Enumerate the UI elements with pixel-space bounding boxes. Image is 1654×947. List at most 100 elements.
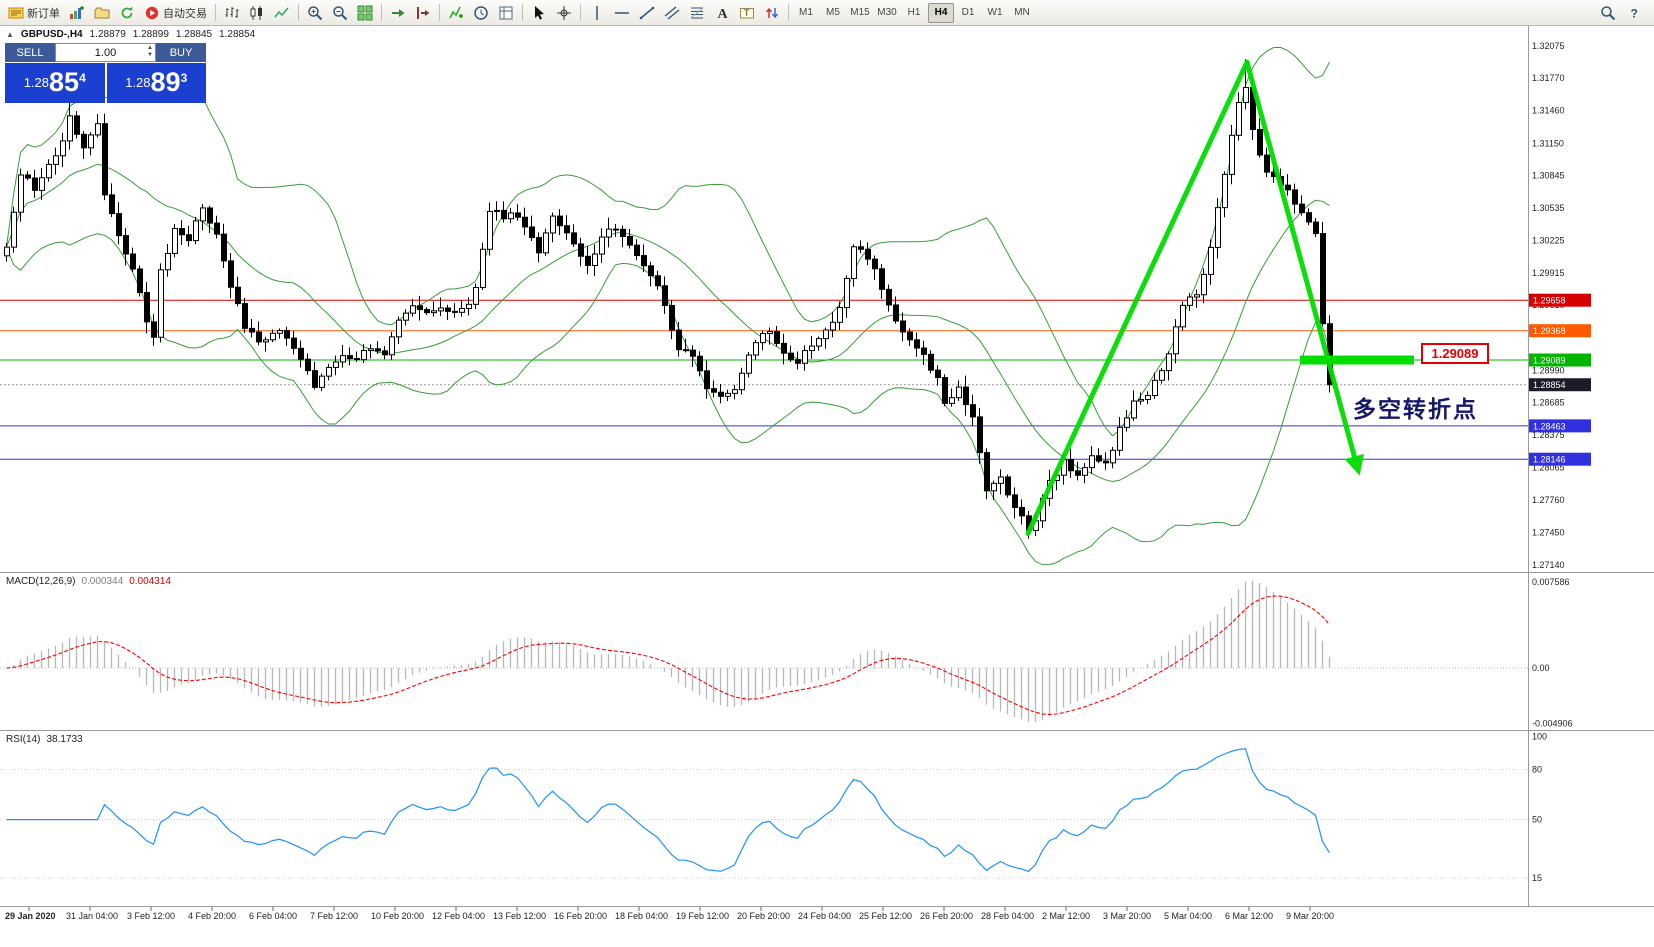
svg-text:1.28854: 1.28854 <box>1533 380 1566 390</box>
zoom-out-icon <box>332 5 348 21</box>
toolbar-separator <box>580 4 581 21</box>
sell-price-button[interactable]: 1.28 85 4 <box>5 63 105 103</box>
fibonacci-retracement-button[interactable] <box>685 2 709 24</box>
svg-text:1.29368: 1.29368 <box>1533 326 1566 336</box>
timeframe-h4-button[interactable]: H4 <box>928 2 954 23</box>
timeframe-mn-button[interactable]: MN <box>1014 7 1030 18</box>
svg-text:1.28375: 1.28375 <box>1532 430 1565 440</box>
trendline-button[interactable] <box>635 2 659 24</box>
horizontal-line-button[interactable] <box>610 2 634 24</box>
macd-value: 0.000344 <box>81 576 124 587</box>
arrows-icon <box>764 5 780 21</box>
price-badge <box>1529 293 1591 307</box>
svg-text:T: T <box>744 8 750 18</box>
zoom-in-button[interactable] <box>303 2 327 24</box>
horizontal-level-lines[interactable] <box>0 299 1528 460</box>
collapse-trade-panel-arrow[interactable]: ▲ <box>6 30 14 39</box>
profiles-button[interactable] <box>90 2 114 24</box>
periods-button[interactable] <box>469 2 493 24</box>
svg-text:12 Feb 04:00: 12 Feb 04:00 <box>432 911 485 921</box>
svg-text:4 Feb 20:00: 4 Feb 20:00 <box>188 911 236 921</box>
search-icon <box>1600 5 1616 21</box>
buy-price-main: 89 <box>150 67 181 97</box>
tile-windows-button[interactable] <box>353 2 377 24</box>
timeframe-h1-button[interactable]: H1 <box>907 7 921 18</box>
volume-input[interactable]: 1.00 ▲ ▼ <box>55 43 156 62</box>
panel-separators[interactable] <box>0 26 1654 907</box>
one-click-trading-panel: SELL 1.00 ▲ ▼ BUY 1.28 85 4 1.28 89 3 <box>5 43 206 103</box>
chart-shift-button[interactable] <box>411 2 435 24</box>
text-label-button[interactable]: T <box>735 2 759 24</box>
chart-canvas[interactable]: 1.32075 1.31770 1.31460 1.31150 1.30845 1.305… <box>0 26 1654 947</box>
trend-arrows[interactable] <box>1025 59 1414 536</box>
buy-button[interactable]: BUY <box>156 43 206 62</box>
chart-ohlc-header: ▲ GBPUSD-,H4 1.28879 1.28899 1.28845 1.2… <box>6 29 255 40</box>
svg-text:1.27140: 1.27140 <box>1532 560 1565 570</box>
refresh-button[interactable] <box>115 2 139 24</box>
svg-text:1.31460: 1.31460 <box>1532 106 1565 116</box>
sell-button[interactable]: SELL <box>5 43 55 62</box>
cursor-button[interactable] <box>527 2 551 24</box>
vertical-line-button[interactable] <box>585 2 609 24</box>
time-axis[interactable]: 29 Jan 2020 31 Jan 04:00 3 Feb 12:00 4 Feb … <box>5 907 1334 921</box>
new-order-button[interactable]: 新订单 <box>4 2 64 24</box>
auto-scroll-button[interactable] <box>386 2 410 24</box>
buy-price-button[interactable]: 1.28 89 3 <box>106 63 206 103</box>
svg-text:1.28990: 1.28990 <box>1532 365 1565 375</box>
price-badge <box>1529 452 1591 466</box>
help-button[interactable]: ? <box>1622 2 1646 24</box>
crosshair-button[interactable] <box>552 2 576 24</box>
stepper-down-icon[interactable]: ▼ <box>147 52 153 58</box>
svg-text:29 Jan 2020: 29 Jan 2020 <box>5 911 56 921</box>
rsi-name: RSI(14) <box>6 734 41 745</box>
price-badge <box>1529 419 1591 433</box>
template-icon <box>498 5 514 21</box>
indicators-list-button[interactable] <box>444 2 468 24</box>
volume-stepper[interactable]: ▲ ▼ <box>147 45 153 59</box>
timeframe-m1-button[interactable]: M1 <box>799 7 813 18</box>
autotrading-label: 自动交易 <box>163 7 207 20</box>
new-chart-button[interactable] <box>65 2 89 24</box>
timeframe-m30-button[interactable]: M30 <box>877 7 897 18</box>
channel-icon <box>664 5 680 21</box>
svg-text:16 Feb 20:00: 16 Feb 20:00 <box>554 911 607 921</box>
svg-text:1.31150: 1.31150 <box>1532 138 1564 148</box>
bar-chart-button[interactable] <box>220 2 244 24</box>
svg-text:28 Feb 04:00: 28 Feb 04:00 <box>981 911 1034 921</box>
svg-text:1.30845: 1.30845 <box>1532 170 1565 180</box>
autotrading-button[interactable]: 自动交易 <box>140 2 211 24</box>
timeframe-d1-button[interactable]: D1 <box>961 7 975 18</box>
autoscroll-icon <box>390 5 406 21</box>
price-axis[interactable]: 1.32075 1.31770 1.31460 1.31150 1.30845 1.305… <box>1529 41 1591 570</box>
svg-text:13 Feb 12:00: 13 Feb 12:00 <box>493 911 546 921</box>
turning-point-annotation[interactable]: 多空转折点 <box>1353 396 1478 422</box>
arrows-button[interactable] <box>760 2 784 24</box>
macd-panel[interactable] <box>0 580 1528 723</box>
volume-value: 1.00 <box>94 46 117 59</box>
chart-window: 1.32075 1.31770 1.31460 1.31150 1.30845 1.305… <box>0 26 1654 947</box>
svg-text:1.27450: 1.27450 <box>1532 527 1565 537</box>
toolbar-separator <box>298 4 299 21</box>
timeframe-w1-button[interactable]: W1 <box>987 7 1003 18</box>
timeframe-m15-button[interactable]: M15 <box>850 7 870 18</box>
timeframe-m5-button[interactable]: M5 <box>826 7 840 18</box>
linechart-icon <box>274 5 290 21</box>
refresh-icon <box>119 5 135 21</box>
hline-icon <box>614 5 630 21</box>
buy-price-prefix: 1.28 <box>125 75 151 90</box>
macd-axis: 0.007586 0.00 -0.004906 <box>1532 577 1573 729</box>
line-chart-button[interactable] <box>270 2 294 24</box>
bars-icon <box>224 5 240 21</box>
rsi-panel[interactable] <box>0 748 1528 879</box>
templates-button[interactable] <box>494 2 518 24</box>
support-highlight-bar[interactable] <box>1300 355 1414 365</box>
price-callout-label[interactable]: 1.29089 <box>1421 343 1489 364</box>
svg-text:100: 100 <box>1532 731 1547 741</box>
text-button[interactable]: A <box>710 2 734 24</box>
stepper-up-icon[interactable]: ▲ <box>147 45 153 51</box>
svg-text:1.29658: 1.29658 <box>1533 296 1566 306</box>
search-button[interactable] <box>1596 2 1620 24</box>
candlestick-chart-button[interactable] <box>245 2 269 24</box>
zoom-out-button[interactable] <box>328 2 352 24</box>
equidistant-channel-button[interactable] <box>660 2 684 24</box>
